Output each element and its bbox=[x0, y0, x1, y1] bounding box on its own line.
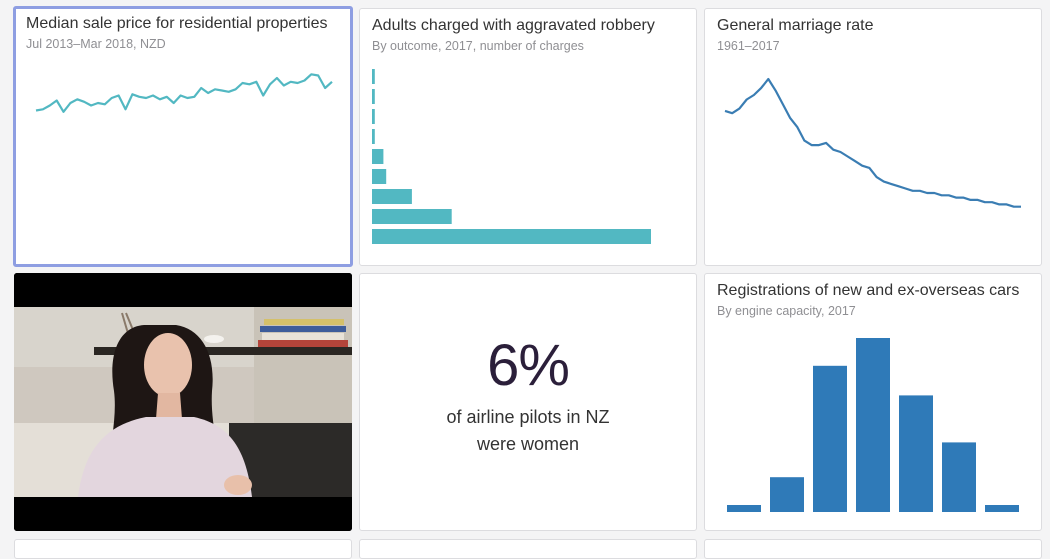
robbery-bar bbox=[372, 229, 651, 244]
card-title: Registrations of new and ex-overseas car… bbox=[717, 282, 1020, 299]
marriage-rate-series-line bbox=[724, 77, 1021, 208]
next-card-3[interactable] bbox=[704, 539, 1042, 559]
stat-line-2: were women bbox=[476, 434, 580, 454]
card-subtitle: Jul 2013–Mar 2018, NZD bbox=[26, 37, 166, 51]
stat-description: of airline pilots in NZ were women bbox=[360, 404, 696, 458]
robbery-bar bbox=[372, 209, 452, 224]
robbery-bar bbox=[372, 149, 384, 164]
video-thumbnail[interactable] bbox=[14, 273, 352, 531]
median-price-line-chart bbox=[35, 73, 333, 113]
car-registrations-bar-chart bbox=[727, 338, 1019, 512]
card-title: Median sale price for residential proper… bbox=[26, 15, 328, 32]
card-subtitle: 1961–2017 bbox=[717, 39, 780, 53]
car-registration-bar bbox=[727, 505, 761, 512]
median-price-series-line bbox=[35, 73, 333, 113]
robbery-bar bbox=[372, 169, 387, 184]
car-registration-bar bbox=[856, 338, 890, 512]
pilots-stat-card[interactable]: 6% of airline pilots in NZ were women bbox=[359, 273, 697, 531]
marriage-rate-line-chart bbox=[724, 77, 1021, 208]
car-registration-bar bbox=[813, 365, 847, 512]
car-registration-bar bbox=[899, 395, 933, 512]
robbery-bar bbox=[372, 129, 375, 144]
stat-line-1: of airline pilots in NZ bbox=[446, 407, 610, 427]
stat-value: 6% bbox=[487, 333, 570, 398]
card-subtitle: By outcome, 2017, number of charges bbox=[372, 39, 584, 53]
median-sale-price-card[interactable]: Median sale price for residential proper… bbox=[13, 6, 353, 267]
card-subtitle: By engine capacity, 2017 bbox=[717, 304, 856, 318]
next-card-2[interactable] bbox=[359, 539, 697, 559]
car-registration-bar bbox=[942, 442, 976, 512]
robbery-bar-chart bbox=[372, 69, 651, 244]
aggravated-robbery-card[interactable]: Adults charged with aggravated robbery B… bbox=[359, 8, 697, 266]
video-card[interactable] bbox=[14, 273, 352, 531]
robbery-bar bbox=[372, 89, 375, 104]
robbery-bar bbox=[372, 69, 375, 84]
marriage-rate-card[interactable]: General marriage rate 1961–2017 bbox=[704, 8, 1042, 266]
robbery-bar bbox=[372, 189, 412, 204]
next-card-1[interactable] bbox=[14, 539, 352, 559]
card-title: General marriage rate bbox=[717, 17, 874, 34]
card-title: Adults charged with aggravated robbery bbox=[372, 17, 655, 34]
car-registrations-card[interactable]: Registrations of new and ex-overseas car… bbox=[704, 273, 1042, 531]
car-registration-bar bbox=[985, 505, 1019, 512]
car-registration-bar bbox=[770, 477, 804, 512]
robbery-bar bbox=[372, 109, 375, 124]
